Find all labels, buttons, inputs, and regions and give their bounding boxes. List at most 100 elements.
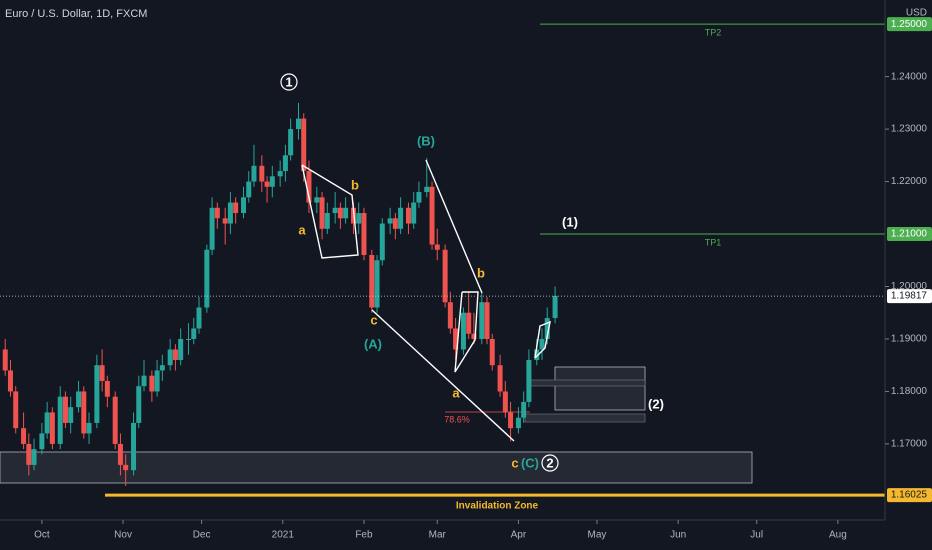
level-name: Invalidation Zone — [456, 501, 539, 512]
y-tick-label: 1.23000 — [891, 124, 928, 135]
candle-body — [484, 302, 490, 339]
candle-body — [227, 202, 233, 224]
candle-body — [7, 370, 13, 392]
triangle — [534, 320, 551, 359]
candle-body — [241, 197, 247, 214]
x-tick-label: Jun — [670, 530, 686, 541]
wave-label: 1 — [285, 74, 292, 89]
candle-body — [167, 349, 173, 366]
candle-body — [209, 207, 215, 250]
candle-body — [295, 118, 301, 130]
candle-body — [49, 412, 55, 444]
candle-body — [136, 386, 142, 423]
candle-body — [392, 218, 398, 229]
candle-body — [337, 207, 343, 219]
candle-body — [324, 213, 330, 229]
target-zone — [554, 366, 646, 411]
price-axis — [885, 0, 932, 550]
candle-body — [259, 165, 265, 182]
axes: 1.24000 1.23000 1.22000 1.20000 1.19000 1.180… — [34, 17, 932, 541]
candle-body — [526, 359, 532, 402]
x-tick-label: Apr — [511, 530, 527, 541]
candle-body — [178, 338, 184, 360]
candle-body — [411, 202, 417, 224]
wave-label: (A) — [364, 336, 382, 351]
candle-body — [447, 302, 453, 329]
wave-circle — [541, 454, 559, 472]
candle-body — [13, 391, 19, 429]
x-tick-label: Nov — [114, 530, 132, 541]
candle-body — [508, 412, 514, 429]
candle-body — [387, 218, 393, 224]
candles — [2, 102, 558, 486]
candle-body — [521, 401, 527, 418]
level-price-box — [887, 17, 932, 32]
y-tick-label: 1.17000 — [891, 439, 928, 450]
wave-label: b — [477, 265, 485, 280]
wave-label: 2 — [546, 455, 553, 470]
candle-body — [159, 365, 165, 371]
x-tick-label: Aug — [829, 530, 847, 541]
x-tick-label: Dec — [193, 530, 211, 541]
levels: TP2 TP1 Invalidation Zone — [0, 23, 885, 512]
candle-body — [497, 365, 503, 392]
candle-body — [104, 380, 110, 397]
chart-title: Euro / U.S. Dollar, 1D, FXCM — [5, 8, 147, 20]
level-price-label: 1.21000 — [891, 229, 928, 240]
wave-label: (2) — [648, 396, 664, 411]
candle-body — [21, 428, 27, 444]
candle-body — [356, 213, 362, 224]
candle-body — [186, 338, 192, 340]
candle-body — [343, 207, 349, 219]
candle-body — [81, 391, 87, 434]
y-tick-label: 1.18000 — [891, 386, 928, 397]
candle-body — [112, 396, 118, 444]
candle-body — [539, 338, 545, 350]
demand-zone — [0, 451, 753, 484]
candle-body — [62, 396, 68, 423]
level-price-label: 1.25000 — [891, 19, 928, 30]
candle-body — [434, 244, 440, 250]
y-tick-label: 1.20000 — [891, 281, 928, 292]
candle-body — [282, 155, 288, 172]
candle-body — [544, 317, 550, 339]
candle-body — [123, 464, 129, 471]
x-tick-label: Feb — [355, 530, 373, 541]
wave-label: (1) — [562, 214, 578, 229]
wave-line — [371, 309, 515, 442]
candle-body — [214, 207, 220, 219]
candle-body — [442, 249, 448, 303]
candle-body — [149, 375, 155, 392]
zone-band — [529, 379, 646, 387]
wave-label: c — [370, 312, 377, 327]
candle-body — [31, 449, 37, 465]
candle-body — [117, 443, 123, 465]
candle-body — [398, 207, 404, 229]
candle-body — [251, 165, 257, 182]
candle-body — [306, 171, 312, 203]
candle-body — [154, 370, 160, 392]
zone-band — [524, 413, 646, 423]
candle-body — [379, 223, 385, 261]
candle-body — [288, 129, 294, 156]
triangle — [454, 291, 479, 373]
candle-body — [57, 396, 63, 444]
level-price-label: 1.16025 — [891, 490, 928, 501]
candle-body — [361, 213, 367, 256]
triangle — [301, 164, 359, 259]
last-price-box — [887, 289, 932, 304]
wave-label: c — [511, 455, 518, 470]
candle-body — [222, 218, 228, 224]
candle-body — [534, 349, 540, 360]
candle-body — [405, 207, 411, 224]
candle-body — [196, 307, 202, 329]
candle-body — [314, 197, 320, 203]
candle-body — [68, 407, 74, 423]
candle-body — [2, 349, 8, 371]
x-tick-label: Oct — [34, 530, 50, 541]
x-tick-label: Jul — [750, 530, 763, 541]
candle-body — [233, 202, 239, 214]
x-tick-label: Mar — [429, 530, 447, 541]
wave-label: (C) — [521, 455, 539, 470]
